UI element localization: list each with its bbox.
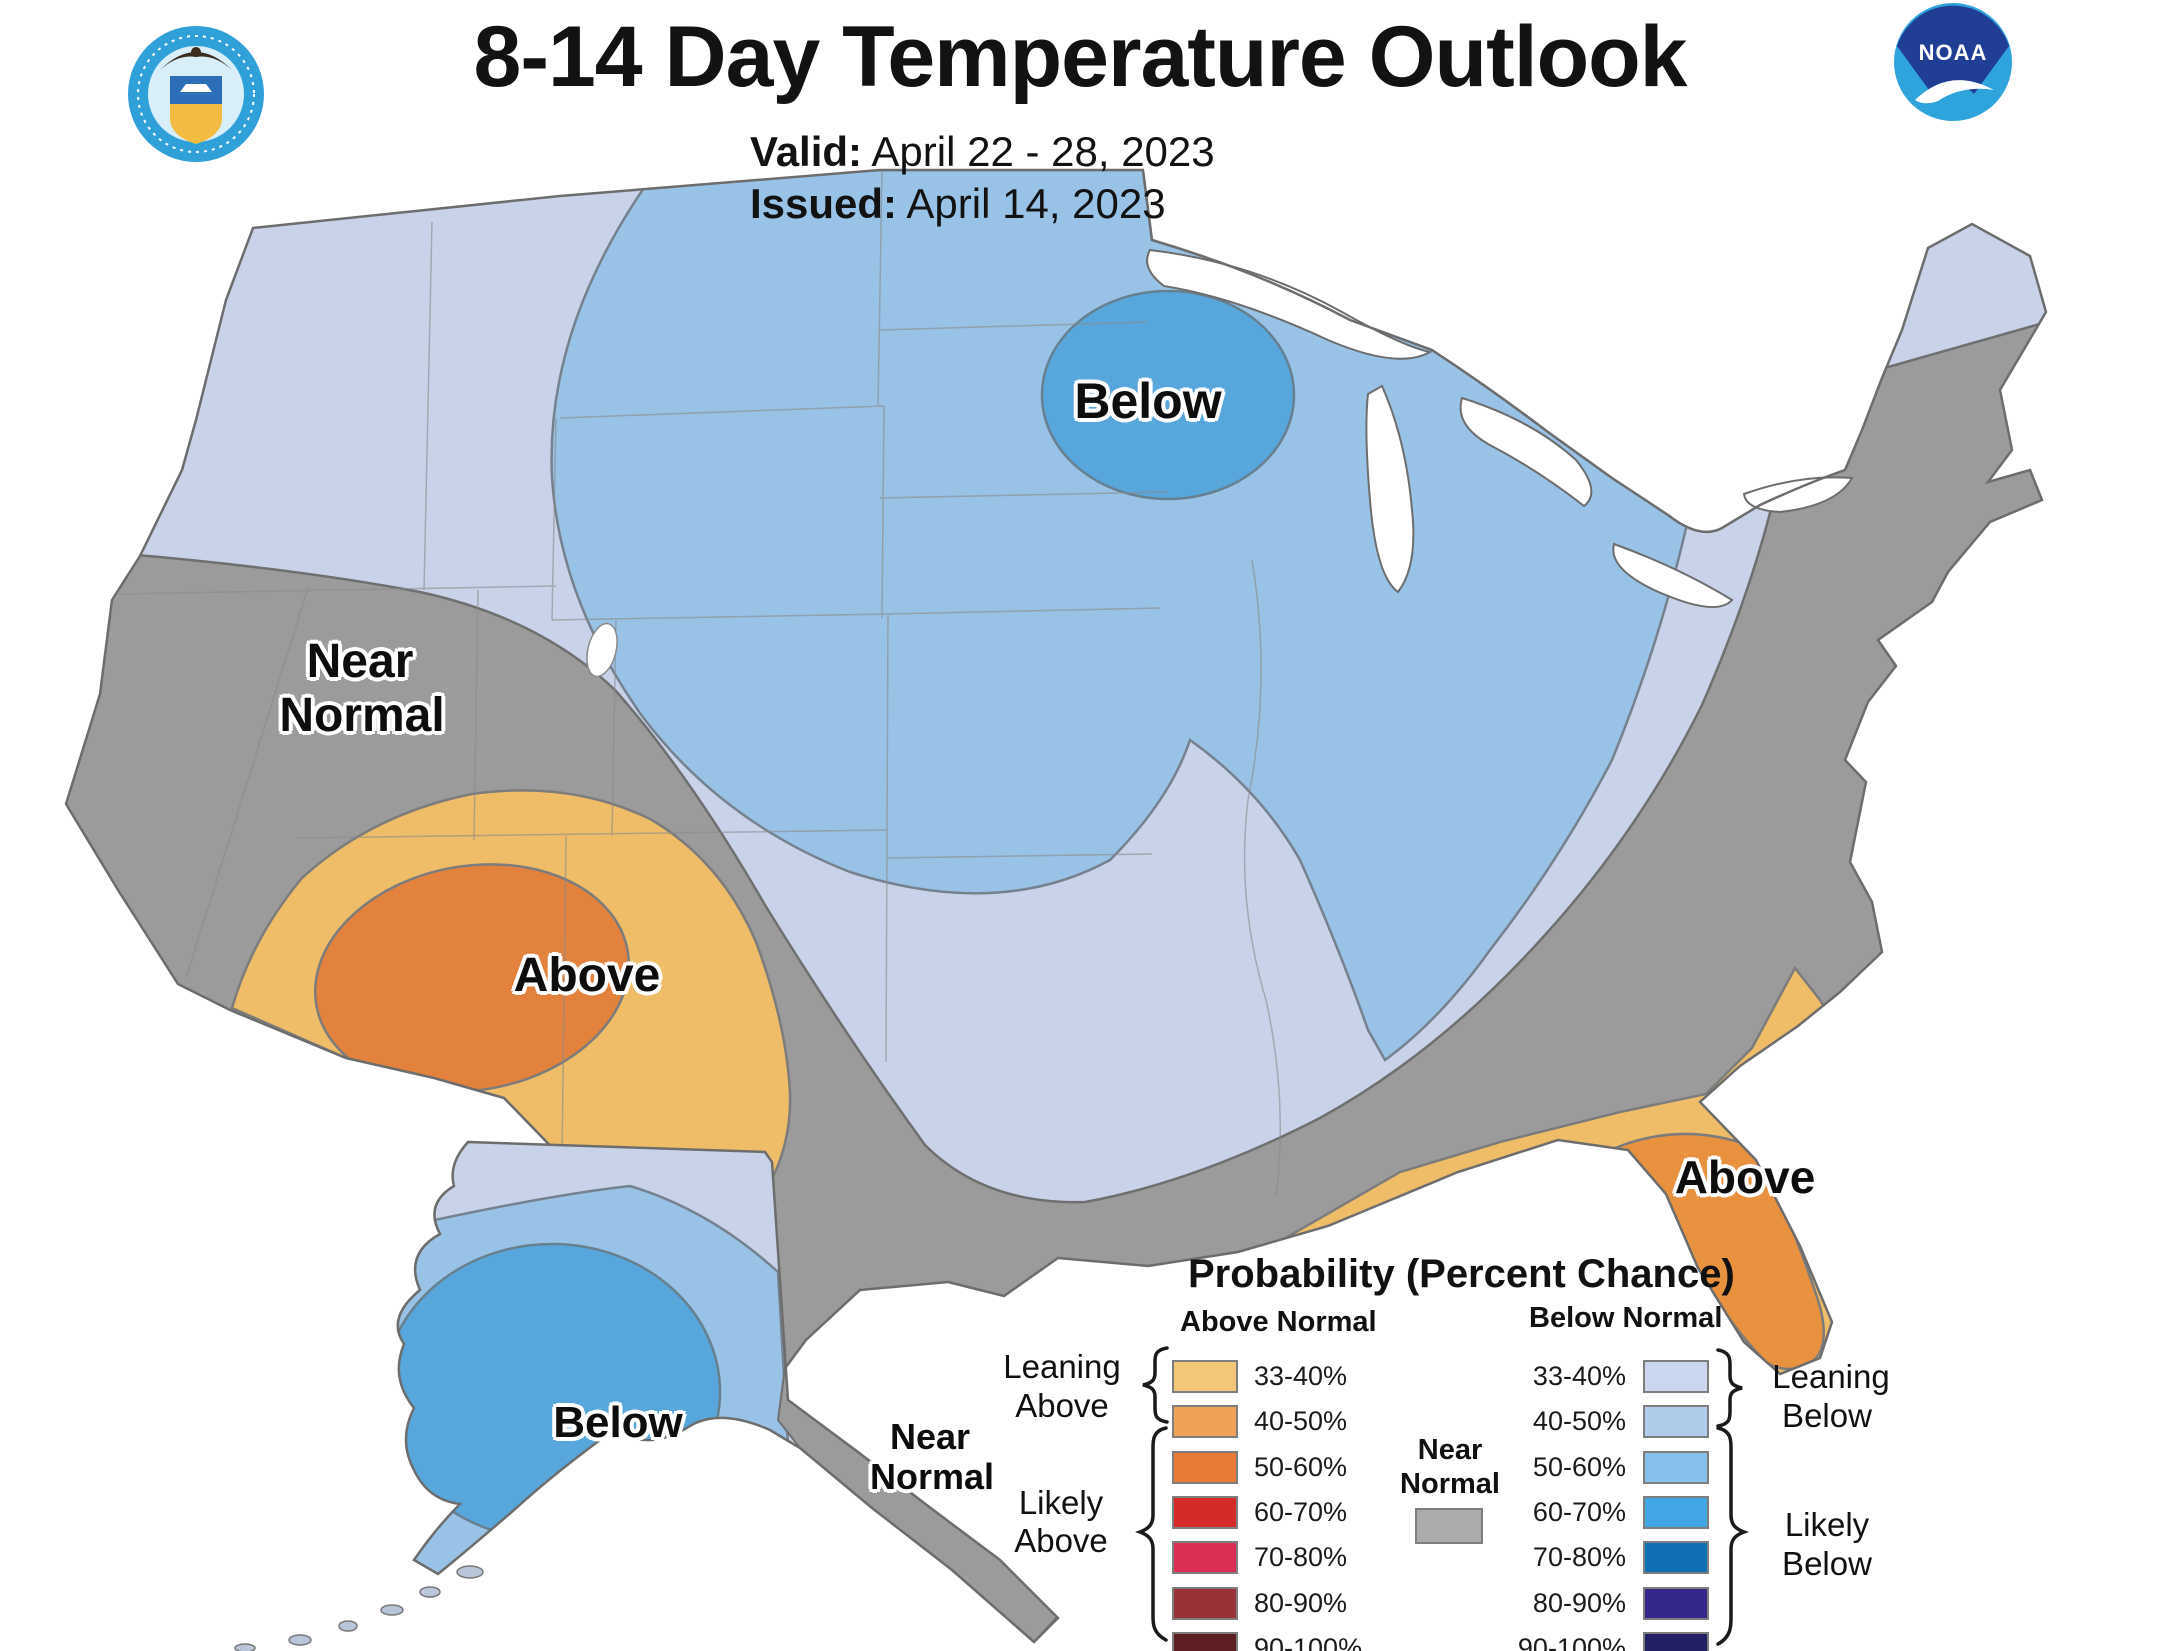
- noaa-logo: NOAA: [1894, 3, 2012, 121]
- legend-title: Probability (Percent Chance): [1188, 1252, 1735, 1296]
- legend-row-above-33-40: 33-40%: [1172, 1360, 1347, 1393]
- great-salt-lake: [586, 622, 618, 678]
- legend-leaning-above-line1: Leaning: [1003, 1348, 1121, 1385]
- map-label-near-alaska-1: Near: [889, 1416, 971, 1457]
- legend-row-above-90-100: 90-100%: [1172, 1632, 1362, 1651]
- map-label-above-southwest: Above: [513, 949, 661, 1002]
- valid-label: Valid:: [750, 128, 863, 175]
- noaa-logo-text: NOAA: [1919, 40, 1988, 65]
- map-label-below-alaska: Below: [553, 1398, 683, 1447]
- legend-row-below-50-60: 50-60%: [1468, 1451, 1709, 1484]
- map-label-near-alaska-2: Normal: [869, 1456, 995, 1497]
- state-borders: [117, 171, 1281, 1197]
- map-label-near-west-1: Near: [306, 635, 414, 688]
- conus-outline: [64, 168, 2048, 1397]
- swatch-above-33-40: [1172, 1360, 1238, 1393]
- legend-near-normal-line1: Near: [1417, 1434, 1483, 1466]
- swatch-below-60-70: [1643, 1496, 1709, 1529]
- region-below-50-60: [1040, 289, 1296, 501]
- great-lakes: [1146, 248, 1854, 609]
- swatch-below-80-90: [1643, 1587, 1709, 1620]
- lake-michigan: [1365, 384, 1415, 594]
- valid-value: April 22 - 28, 2023: [871, 128, 1215, 175]
- commerce-seal-logo: [128, 26, 264, 162]
- legend-likely-below-line1: Likely: [1784, 1506, 1870, 1543]
- legend-row-above-40-50: 40-50%: [1172, 1405, 1347, 1438]
- brace-likely-above: [1135, 1426, 1168, 1642]
- legend-leaning-below-line1: Leaning: [1772, 1358, 1890, 1395]
- swatch-above-80-90: [1172, 1587, 1238, 1620]
- map-label-near-west-2: Normal: [279, 689, 445, 742]
- lake-ontario: [1742, 476, 1854, 514]
- eagle-icon: [160, 52, 232, 70]
- lake-huron: [1459, 396, 1593, 508]
- alaska-outline: [396, 1140, 1060, 1644]
- legend-row-below-90-100: 90-100%: [1468, 1632, 1709, 1651]
- swatch-above-90-100: [1172, 1632, 1238, 1651]
- swatch-below-90-100: [1643, 1632, 1709, 1651]
- legend-row-below-70-80: 70-80%: [1468, 1541, 1709, 1574]
- issued-label: Issued:: [750, 180, 898, 227]
- brace-leaning-above: [1142, 1346, 1169, 1424]
- legend-below-normal-header: Below Normal: [1529, 1302, 1723, 1334]
- issued-value: April 14, 2023: [906, 180, 1166, 227]
- legend-row-above-70-80: 70-80%: [1172, 1541, 1347, 1574]
- legend-above-normal-header: Above Normal: [1180, 1306, 1377, 1338]
- legend-row-below-40-50: 40-50%: [1468, 1405, 1709, 1438]
- valid-line: Valid: April 22 - 28, 2023: [750, 128, 1215, 176]
- lake-erie: [1612, 542, 1734, 609]
- map-label-below-conus: Below: [1074, 373, 1222, 429]
- lake-superior: [1146, 248, 1433, 360]
- swatch-above-40-50: [1172, 1405, 1238, 1438]
- swatch-above-60-70: [1172, 1496, 1238, 1529]
- swatch-below-40-50: [1643, 1405, 1709, 1438]
- legend-row-above-50-60: 50-60%: [1172, 1451, 1347, 1484]
- legend-row-below-60-70: 60-70%: [1468, 1496, 1709, 1529]
- legend-row-below-33-40: 33-40%: [1468, 1360, 1709, 1393]
- legend-leaning-below-line2: Below: [1782, 1397, 1872, 1434]
- legend-braces: [1135, 1346, 1749, 1646]
- legend-leaning-above-line2: Above: [1015, 1387, 1109, 1424]
- swatch-above-50-60: [1172, 1451, 1238, 1484]
- swatch-below-33-40: [1643, 1360, 1709, 1393]
- legend-likely-above-line2: Above: [1014, 1522, 1108, 1559]
- brace-leaning-below: [1716, 1348, 1743, 1428]
- issued-line: Issued: April 14, 2023: [750, 180, 1166, 228]
- brace-likely-below: [1716, 1426, 1749, 1646]
- legend-likely-above-line1: Likely: [1018, 1484, 1104, 1521]
- legend-row-above-60-70: 60-70%: [1172, 1496, 1347, 1529]
- page-title: 8-14 Day Temperature Outlook: [473, 9, 1688, 105]
- legend-likely-below-line2: Below: [1782, 1545, 1872, 1582]
- aleutian-islands: [234, 1565, 484, 1651]
- legend-row-above-80-90: 80-90%: [1172, 1587, 1347, 1620]
- ship-icon: [180, 84, 212, 92]
- legend-row-below-80-90: 80-90%: [1468, 1587, 1709, 1620]
- swatch-below-50-60: [1643, 1451, 1709, 1484]
- swatch-near-normal: [1415, 1508, 1483, 1544]
- legend-near-normal-line2: Normal: [1400, 1468, 1500, 1500]
- swatch-below-70-80: [1643, 1541, 1709, 1574]
- swatch-above-70-80: [1172, 1541, 1238, 1574]
- map-label-above-florida: Above: [1674, 1151, 1816, 1203]
- seagull-icon: [1915, 80, 1994, 104]
- region-above-40-50-southwest: [313, 863, 631, 1093]
